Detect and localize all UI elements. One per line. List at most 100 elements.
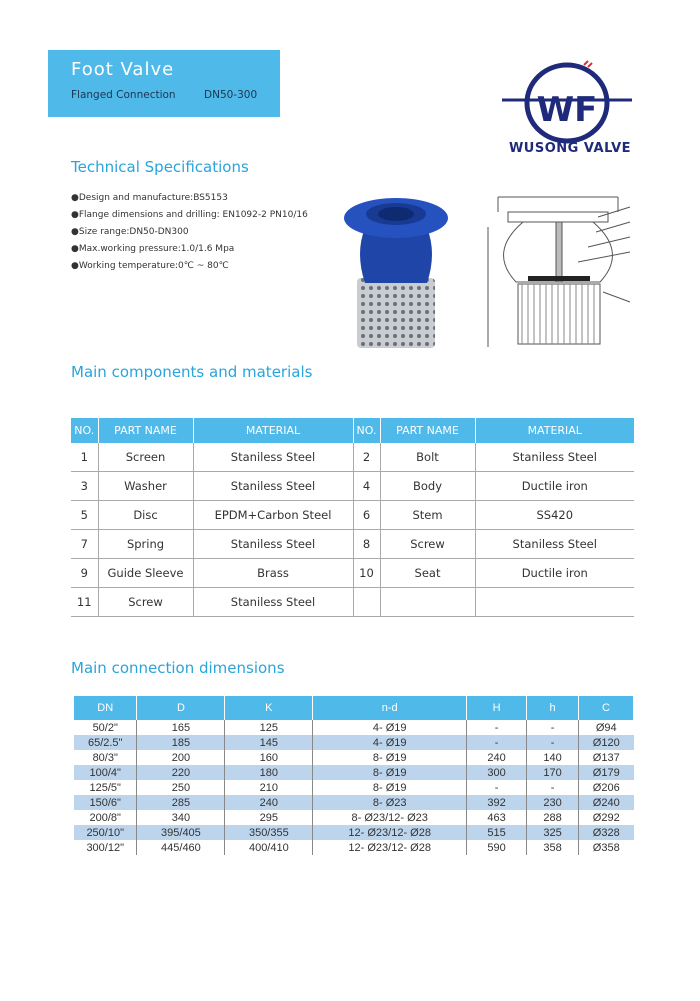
column-header: n-d bbox=[312, 696, 468, 720]
column-header: MATERIAL bbox=[193, 418, 354, 443]
table-cell: 210 bbox=[224, 780, 314, 795]
table-cell bbox=[353, 587, 381, 617]
table-row: 80/3" 200 160 8- Ø19 240 140 Ø137 bbox=[74, 750, 634, 765]
spec-item: ●Design and manufacture:BS5153 bbox=[71, 193, 228, 203]
table-cell: Seat bbox=[380, 558, 476, 588]
table-row: 3 Washer Staniless Steel 4 Body Ductile iron bbox=[71, 471, 634, 501]
spec-item: ●Flange dimensions and drilling: EN1092-… bbox=[71, 210, 308, 220]
table-cell: Ø358 bbox=[592, 841, 620, 854]
column-header: NO. bbox=[71, 418, 99, 443]
components-table: NO. PART NAME MATERIAL NO. PART NAME MAT… bbox=[71, 418, 634, 617]
table-cell: 350/355 bbox=[224, 825, 314, 840]
components-heading: Main components and materials bbox=[71, 363, 313, 381]
table-cell: Ductile iron bbox=[475, 558, 634, 588]
table-cell: 358 bbox=[526, 840, 579, 855]
table-cell: 590 bbox=[466, 840, 528, 855]
column-header: PART NAME bbox=[380, 418, 476, 443]
table-cell: 12- Ø23/12- Ø28 bbox=[312, 840, 468, 855]
table-cell: Staniless Steel bbox=[193, 587, 354, 617]
table-cell: 165 bbox=[136, 720, 226, 735]
table-cell: 392 bbox=[466, 795, 528, 810]
table-cell: Ø120 bbox=[578, 735, 634, 750]
logo-text: WUSONG VALVE bbox=[508, 141, 632, 156]
column-header: NO. bbox=[353, 418, 381, 443]
table-cell: Ø292 bbox=[592, 811, 620, 824]
table-cell: Screw bbox=[98, 587, 194, 617]
column-header: D bbox=[136, 696, 226, 720]
svg-text:WF: WF bbox=[537, 90, 598, 130]
table-row: 125/5" 250 210 8- Ø19- - Ø206 bbox=[74, 780, 634, 795]
column-header: h bbox=[526, 696, 579, 720]
table-row: 250/10" 395/405 350/355 12- Ø23/12- Ø28 515 3… bbox=[74, 825, 634, 840]
table-cell: Staniless Steel bbox=[193, 471, 354, 501]
table-cell: 8- Ø19 bbox=[312, 765, 468, 780]
product-title: Foot Valve bbox=[71, 59, 175, 80]
table-cell: Staniless Steel bbox=[193, 529, 354, 559]
table-row: 5 Disc EPDM+Carbon Steel 6 Stem SS420 bbox=[71, 500, 634, 530]
table-cell: 140 bbox=[526, 750, 579, 765]
table-cell: 250 bbox=[136, 780, 226, 795]
table-cell: Screen bbox=[98, 443, 194, 472]
table-header-row: NO. PART NAME MATERIAL NO. PART NAME MAT… bbox=[71, 418, 634, 443]
table-cell: SS420 bbox=[475, 500, 634, 530]
table-cell: Staniless Steel bbox=[475, 443, 634, 472]
table-row: 9 Guide Sleeve Brass 10 Seat Ductile iron bbox=[71, 558, 634, 588]
column-header: H bbox=[466, 696, 528, 720]
spec-item: ●Size range:DN50-DN300 bbox=[71, 227, 189, 237]
table-cell: 285 bbox=[136, 795, 226, 810]
table-cell: 6 bbox=[353, 500, 381, 530]
table-cell: 100/4" bbox=[74, 765, 138, 780]
table-cell: - bbox=[466, 735, 528, 750]
table-cell: 65/2.5" bbox=[74, 735, 138, 750]
table-cell: - bbox=[526, 735, 579, 750]
table-cell: 5 bbox=[71, 500, 99, 530]
table-cell: 1 bbox=[71, 443, 99, 472]
table-row: 300/12" 445/460 400/410 12- Ø23/12- Ø28 590 3… bbox=[74, 840, 634, 855]
table-header-row: DN D K n-d H h C bbox=[74, 696, 634, 720]
table-cell: 8- Ø23 bbox=[312, 795, 468, 810]
table-cell: 250/10" bbox=[74, 825, 138, 840]
column-header: K bbox=[224, 696, 314, 720]
table-row: 200/8" 340 295 8- Ø23/12- Ø23 463 288 Ø292 bbox=[74, 810, 634, 825]
table-cell: 8- Ø19 bbox=[312, 780, 468, 795]
table-cell: Disc bbox=[98, 500, 194, 530]
table-cell: Brass bbox=[193, 558, 354, 588]
column-header: MATERIAL bbox=[475, 418, 634, 443]
table-cell: 395/405 bbox=[136, 825, 226, 840]
table-cell: Ductile iron bbox=[475, 471, 634, 501]
table-cell: 125/5" bbox=[74, 780, 138, 795]
table-cell: Ø206 bbox=[592, 781, 620, 794]
wusong-logo-icon: WF bbox=[502, 60, 632, 144]
table-cell: - bbox=[466, 720, 528, 735]
title-banner: Foot Valve Flanged Connection DN50-300 bbox=[48, 50, 280, 117]
spec-item: ●Max.working pressure:1.0/1.6 Mpa bbox=[71, 244, 235, 254]
table-cell: 150/6" bbox=[74, 795, 138, 810]
table-cell: - bbox=[466, 780, 528, 795]
table-cell: Ø94 bbox=[595, 721, 617, 734]
table-cell bbox=[475, 587, 634, 617]
table-cell: 4 bbox=[353, 471, 381, 501]
table-cell: 295 bbox=[224, 810, 314, 825]
table-cell: - bbox=[526, 780, 579, 795]
table-cell: 7 bbox=[71, 529, 99, 559]
table-cell: 12- Ø23/12- Ø28 bbox=[312, 825, 468, 840]
table-cell: 240 bbox=[466, 750, 528, 765]
table-row: 65/2.5" 185 145 4- Ø19- - Ø120 bbox=[74, 735, 634, 750]
table-cell: 50/2" bbox=[74, 720, 138, 735]
table-cell: 300 bbox=[466, 765, 528, 780]
table-cell: Stem bbox=[380, 500, 476, 530]
table-cell bbox=[380, 587, 476, 617]
tech-spec-heading: Technical Specifications bbox=[71, 158, 249, 176]
table-cell: Ø328 bbox=[578, 825, 634, 840]
table-cell: 10 bbox=[353, 558, 381, 588]
table-cell: Body bbox=[380, 471, 476, 501]
table-cell: Staniless Steel bbox=[193, 443, 354, 472]
table-cell: 3 bbox=[71, 471, 99, 501]
table-cell: 185 bbox=[136, 735, 226, 750]
table-row: 1 Screen Staniless Steel 2 Bolt Staniless Ste… bbox=[71, 443, 634, 472]
table-row: 50/2" 165 125 4- Ø19- - Ø94 bbox=[74, 720, 634, 735]
table-cell: Guide Sleeve bbox=[98, 558, 194, 588]
dimensions-table: DN D K n-d H h C 50/2" 165 125 4- Ø19- - Ø94 6… bbox=[74, 696, 634, 855]
table-cell: - bbox=[526, 720, 579, 735]
